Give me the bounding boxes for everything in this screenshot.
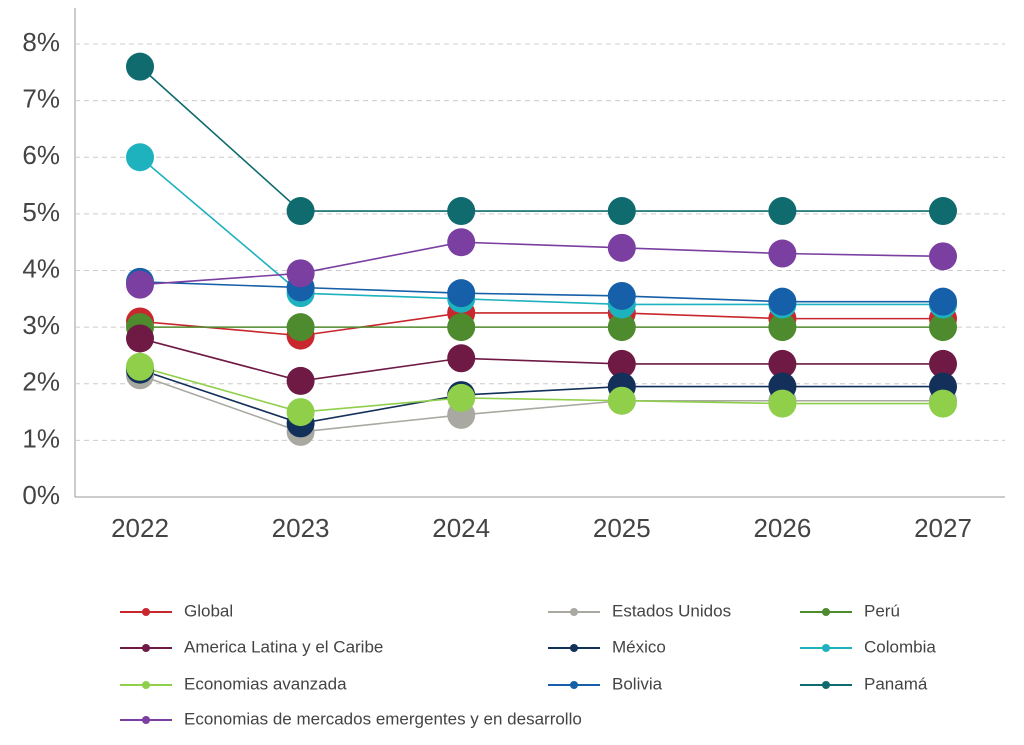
legend-label: Bolivia xyxy=(612,674,663,693)
data-point xyxy=(929,389,957,418)
x-tick-label: 2024 xyxy=(432,513,490,543)
data-point xyxy=(447,228,476,257)
data-point xyxy=(768,239,797,268)
data-point xyxy=(126,270,154,299)
data-point xyxy=(607,313,636,342)
data-point xyxy=(768,287,797,316)
data-point xyxy=(607,386,636,415)
series-line xyxy=(139,368,943,425)
series-line xyxy=(139,312,943,337)
data-point xyxy=(447,383,476,412)
legend-marker xyxy=(822,681,830,689)
data-point xyxy=(929,242,957,271)
data-point xyxy=(126,52,154,81)
data-point xyxy=(768,197,797,226)
series-line xyxy=(139,66,943,212)
data-point xyxy=(929,287,957,316)
legend-label: Colombia xyxy=(864,637,936,656)
data-point xyxy=(447,279,476,308)
data-point xyxy=(607,197,636,226)
legend-marker xyxy=(142,608,150,616)
data-point xyxy=(286,366,315,395)
data-point xyxy=(447,313,476,342)
legend-label: México xyxy=(612,637,666,656)
legend-marker xyxy=(570,681,578,689)
data-point xyxy=(929,349,957,378)
y-tick-label: 6% xyxy=(22,140,60,170)
legend-marker xyxy=(822,608,830,616)
y-tick-label: 2% xyxy=(22,367,60,397)
data-point xyxy=(768,349,797,378)
legend-marker xyxy=(142,716,150,724)
series-line xyxy=(139,365,943,413)
data-point xyxy=(447,344,476,373)
legend-label: Economias avanzada xyxy=(184,674,347,693)
x-tick-label: 2022 xyxy=(111,513,169,543)
legend-label: Estados Unidos xyxy=(612,601,731,620)
data-point xyxy=(126,143,154,172)
y-tick-label: 4% xyxy=(22,253,60,283)
data-point xyxy=(768,389,797,418)
series-line xyxy=(139,156,943,306)
legend-label: Global xyxy=(184,601,233,620)
y-tick-label: 8% xyxy=(22,27,60,57)
y-tick-label: 3% xyxy=(22,310,60,340)
data-point xyxy=(768,313,797,342)
y-tick-label: 1% xyxy=(22,423,60,453)
data-point xyxy=(286,313,315,342)
legend-marker xyxy=(142,681,150,689)
legend-marker xyxy=(570,608,578,616)
legend-marker xyxy=(142,644,150,652)
data-point xyxy=(607,233,636,262)
y-tick-label: 7% xyxy=(22,84,60,114)
data-point xyxy=(286,259,315,288)
x-tick-label: 2023 xyxy=(272,513,330,543)
data-point xyxy=(607,349,636,378)
series-line xyxy=(139,281,943,303)
data-point xyxy=(447,197,476,226)
legend-label: Panamá xyxy=(864,674,928,693)
data-point xyxy=(286,398,315,427)
x-tick-label: 2027 xyxy=(914,513,972,543)
series-line xyxy=(139,374,943,433)
data-point xyxy=(929,313,957,342)
series-line xyxy=(139,241,944,286)
data-point xyxy=(126,352,154,381)
data-point xyxy=(286,197,315,226)
legend-marker xyxy=(822,644,830,652)
legend-label: Economias de mercados emergentes y en de… xyxy=(184,709,582,728)
data-point xyxy=(929,197,957,226)
legend-marker xyxy=(570,644,578,652)
y-tick-label: 0% xyxy=(22,480,60,510)
x-tick-label: 2025 xyxy=(593,513,651,543)
y-tick-label: 5% xyxy=(22,197,60,227)
series-line xyxy=(139,337,943,382)
data-point xyxy=(126,324,154,353)
data-point xyxy=(607,281,636,310)
x-tick-label: 2026 xyxy=(753,513,811,543)
legend-label: America Latina y el Caribe xyxy=(184,637,383,656)
legend-label: Perú xyxy=(864,601,900,620)
